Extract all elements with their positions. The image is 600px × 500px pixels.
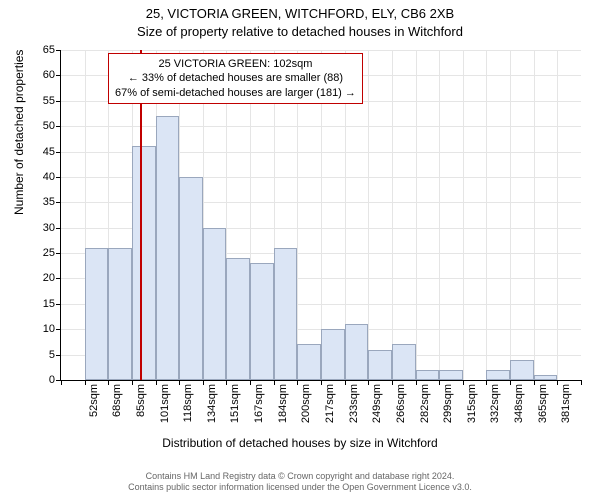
- histogram-bar: [132, 146, 156, 380]
- xtick-label: 299sqm: [442, 384, 454, 434]
- xtick-label: 52sqm: [88, 384, 100, 434]
- histogram-bar: [486, 370, 510, 380]
- histogram-bar: [392, 344, 416, 380]
- ytick-label: 30: [15, 222, 55, 234]
- histogram-bar: [345, 324, 369, 380]
- xtick-label: 249sqm: [371, 384, 383, 434]
- ytick-label: 15: [15, 298, 55, 310]
- histogram-bar: [226, 258, 250, 380]
- xtick-label: 365sqm: [537, 384, 549, 434]
- histogram-bar: [85, 248, 109, 380]
- histogram-bar: [179, 177, 203, 380]
- xtick-label: 315sqm: [466, 384, 478, 434]
- histogram-bar: [416, 370, 440, 380]
- histogram-bar: [297, 344, 321, 380]
- ytick-label: 50: [15, 120, 55, 132]
- ytick-label: 35: [15, 196, 55, 208]
- xtick-label: 134sqm: [206, 384, 218, 434]
- xtick-label: 200sqm: [300, 384, 312, 434]
- ytick-label: 40: [15, 171, 55, 183]
- ytick-label: 10: [15, 323, 55, 335]
- histogram-bar: [156, 116, 180, 380]
- ytick-label: 45: [15, 146, 55, 158]
- xtick-label: 282sqm: [419, 384, 431, 434]
- xtick-label: 118sqm: [182, 384, 194, 434]
- xtick-label: 101sqm: [159, 384, 171, 434]
- ytick-label: 0: [15, 374, 55, 386]
- histogram-bar: [510, 360, 534, 380]
- xtick-label: 151sqm: [229, 384, 241, 434]
- histogram-bar: [203, 228, 227, 380]
- histogram-bar: [108, 248, 132, 380]
- annotation-line3: 67% of semi-detached houses are larger (…: [115, 86, 356, 100]
- histogram-bar: [321, 329, 345, 380]
- xtick-label: 167sqm: [253, 384, 265, 434]
- chart-subtitle: Size of property relative to detached ho…: [0, 24, 600, 39]
- xtick-label: 266sqm: [395, 384, 407, 434]
- xtick-label: 332sqm: [489, 384, 501, 434]
- annotation-line2: ← 33% of detached houses are smaller (88…: [115, 71, 356, 85]
- ytick-label: 60: [15, 69, 55, 81]
- footer-line1: Contains HM Land Registry data © Crown c…: [0, 471, 600, 483]
- xtick-label: 381sqm: [560, 384, 572, 434]
- xtick-label: 184sqm: [277, 384, 289, 434]
- annotation-line1: 25 VICTORIA GREEN: 102sqm: [115, 57, 356, 71]
- annotation-box: 25 VICTORIA GREEN: 102sqm← 33% of detach…: [108, 53, 363, 104]
- x-axis-label: Distribution of detached houses by size …: [0, 436, 600, 450]
- ytick-label: 55: [15, 95, 55, 107]
- histogram-bar: [368, 350, 392, 380]
- footer-attribution: Contains HM Land Registry data © Crown c…: [0, 471, 600, 494]
- ytick-label: 20: [15, 272, 55, 284]
- xtick-label: 217sqm: [324, 384, 336, 434]
- xtick-label: 85sqm: [135, 384, 147, 434]
- chart-title-address: 25, VICTORIA GREEN, WITCHFORD, ELY, CB6 …: [0, 6, 600, 21]
- xtick-label: 68sqm: [111, 384, 123, 434]
- footer-line2: Contains public sector information licen…: [0, 482, 600, 494]
- histogram-bar: [274, 248, 298, 380]
- xtick-label: 348sqm: [513, 384, 525, 434]
- histogram-bar: [439, 370, 463, 380]
- histogram-bar: [250, 263, 274, 380]
- xtick-label: 233sqm: [348, 384, 360, 434]
- ytick-label: 65: [15, 44, 55, 56]
- histogram-bar: [534, 375, 558, 380]
- ytick-label: 5: [15, 349, 55, 361]
- ytick-label: 25: [15, 247, 55, 259]
